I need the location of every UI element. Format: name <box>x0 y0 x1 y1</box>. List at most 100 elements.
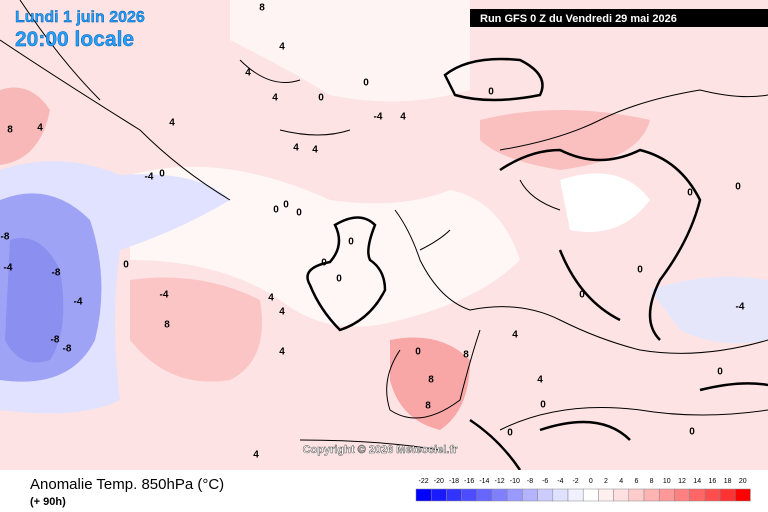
footer-title: Anomalie Temp. 850hPa (°C) <box>30 476 224 493</box>
date-label: Lundi 1 juin 2026 <box>15 9 145 26</box>
contour-label: 4 <box>245 68 251 79</box>
contour-label: 4 <box>268 293 274 304</box>
colorbar-cell <box>582 488 599 502</box>
colorbar-label: -6 <box>542 478 548 485</box>
contour-label: 4 <box>279 42 285 53</box>
contour-label: 8 <box>463 350 469 361</box>
colorbar-cell <box>704 488 721 502</box>
colorbar-label: 20 <box>739 478 747 485</box>
colorbar-label: 0 <box>589 478 593 485</box>
contour-label: 4 <box>279 347 285 358</box>
colorbar-cell <box>643 488 660 502</box>
contour-label: 4 <box>37 123 43 134</box>
colorbar-cell <box>613 488 630 502</box>
pale-area <box>560 173 650 232</box>
colorbar-cell <box>719 488 736 502</box>
colorbar-label: -2 <box>572 478 578 485</box>
colorbar-cell <box>537 488 554 502</box>
contour-label: 0 <box>159 169 165 180</box>
contour-label: -8 <box>52 268 61 279</box>
colorbar-label: 14 <box>693 478 701 485</box>
colorbar-label: -10 <box>510 478 520 485</box>
contour-label: 4 <box>169 118 175 129</box>
contour-label: 0 <box>296 208 302 219</box>
contour-label: 4 <box>293 143 299 154</box>
contour-label: 4 <box>537 375 543 386</box>
contour-label: 0 <box>415 347 421 358</box>
colorbar-cell <box>461 488 478 502</box>
contour-label: 0 <box>579 290 585 301</box>
colorbar-label: 18 <box>724 478 732 485</box>
colorbar-cell <box>415 488 432 502</box>
colorbar-cell <box>567 488 584 502</box>
contour-label: 0 <box>363 78 369 89</box>
contour-label: -4 <box>736 302 745 313</box>
contour-label: 4 <box>312 145 318 156</box>
contour-label: -4 <box>4 263 13 274</box>
contour-label: 4 <box>512 330 518 341</box>
warm-area <box>0 87 50 165</box>
run-banner <box>470 9 768 27</box>
contour-label: -4 <box>145 172 154 183</box>
warm-area <box>480 110 650 170</box>
contour-label: 4 <box>279 307 285 318</box>
contour-label: -4 <box>374 112 383 123</box>
contour-label: 0 <box>687 188 693 199</box>
contour-label: 0 <box>348 237 354 248</box>
colorbar-label: -22 <box>419 478 429 485</box>
copyright: Copyright © 2026 Meteociel.fr <box>303 444 459 456</box>
contour-label: 4 <box>400 112 406 123</box>
contour-label: 8 <box>164 320 170 331</box>
contour-label: 8 <box>428 375 434 386</box>
colorbar-cell <box>674 488 690 502</box>
warm-area <box>130 277 262 382</box>
footer-lead: (+ 90h) <box>30 496 66 508</box>
zero-contour <box>443 57 544 102</box>
contour-label: 0 <box>488 87 494 98</box>
colorbar-label: -20 <box>434 478 444 485</box>
pale-area <box>130 166 520 327</box>
contour-label: -8 <box>63 344 72 355</box>
contour-label: -8 <box>1 232 10 243</box>
run-label: Run GFS 0 Z du Vendredi 29 mai 2026 <box>480 13 677 25</box>
colorbar-cell <box>628 488 645 502</box>
contour-label: 0 <box>321 258 327 269</box>
contour-label: -4 <box>160 290 169 301</box>
colorbar-label: 12 <box>678 478 686 485</box>
colorbar-label: -4 <box>557 478 563 485</box>
colorbar-cell <box>734 488 751 502</box>
contour-label: 0 <box>336 274 342 285</box>
colorbar-cell <box>446 488 462 502</box>
contour-label: 0 <box>273 205 279 216</box>
colorbar-label: -8 <box>527 478 533 485</box>
colorbar-cell <box>598 488 614 502</box>
colorbar-cell <box>689 488 706 502</box>
colorbar-cell <box>430 488 447 502</box>
colorbar-label: -14 <box>479 478 489 485</box>
colorbar-label: -18 <box>449 478 459 485</box>
colorbar-label: 6 <box>634 478 638 485</box>
contour-label: 0 <box>717 367 723 378</box>
contour-label: 8 <box>425 401 431 412</box>
colorbar-label: -16 <box>464 478 474 485</box>
contour-label: 8 <box>259 3 265 14</box>
cool-area <box>650 276 768 344</box>
colorbar-label: 2 <box>604 478 608 485</box>
coastline <box>0 0 768 451</box>
contour-label: -8 <box>51 335 60 346</box>
colorbar-cell <box>552 488 569 502</box>
contour-label: 0 <box>637 265 643 276</box>
colorbar-cell <box>506 488 523 502</box>
colorbar-cell <box>491 488 508 502</box>
colorbar-label: 16 <box>709 478 717 485</box>
colorbar-label: -12 <box>495 478 505 485</box>
colorbar-label: 4 <box>619 478 623 485</box>
zero-contour <box>469 148 768 471</box>
contour-label: 4 <box>253 450 259 461</box>
contour-label: 0 <box>283 200 289 211</box>
colorbar-label: 10 <box>663 478 671 485</box>
pale-area <box>230 0 470 102</box>
contour-label: 0 <box>540 400 546 411</box>
contour-label: 8 <box>7 125 13 136</box>
